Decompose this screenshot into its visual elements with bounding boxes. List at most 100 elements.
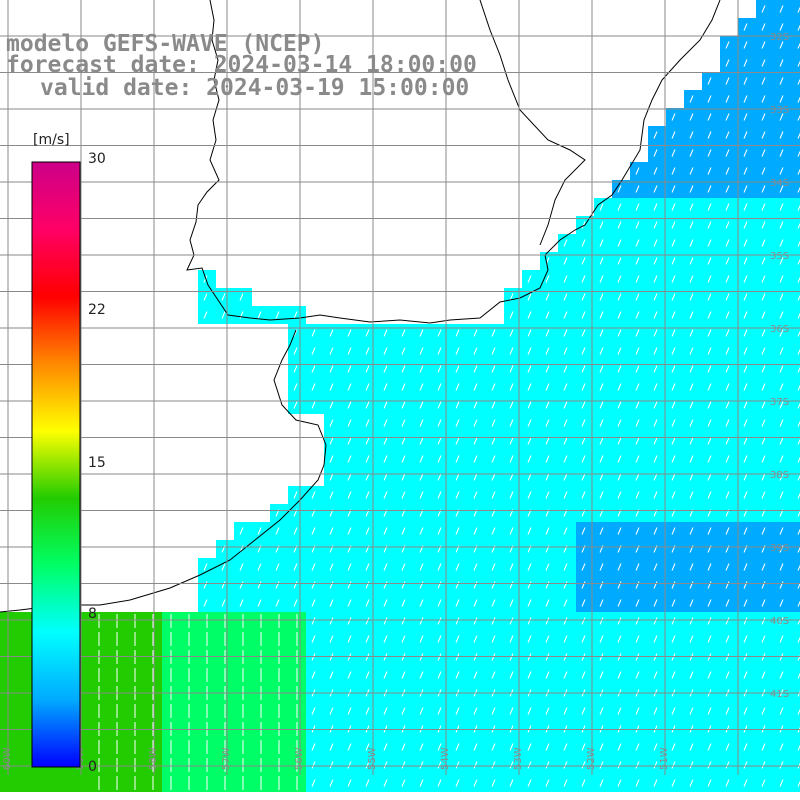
wind-arrow	[671, 455, 676, 463]
wind-cell	[540, 594, 558, 612]
wind-arrow	[617, 743, 622, 751]
wind-cell	[522, 414, 540, 432]
wind-arrow	[419, 383, 424, 391]
wind-cell	[792, 774, 800, 792]
wind-arrow	[725, 419, 730, 427]
wind-arrow	[707, 491, 712, 499]
wind-cell	[306, 576, 324, 594]
wind-arrow	[455, 419, 460, 427]
wind-arrow	[581, 239, 586, 247]
wind-arrow	[671, 221, 676, 229]
wind-cell	[540, 414, 558, 432]
wind-cell	[630, 702, 648, 720]
wind-arrow	[383, 329, 388, 337]
wind-cell	[522, 450, 540, 468]
wind-arrow	[617, 563, 622, 571]
wind-cell	[792, 216, 800, 234]
wind-arrow	[761, 59, 766, 67]
wind-arrow	[653, 743, 658, 751]
wind-arrow	[599, 707, 604, 715]
wind-cell	[342, 486, 360, 504]
wind-cell	[558, 360, 576, 378]
wind-cell	[630, 486, 648, 504]
wind-arrow	[545, 293, 550, 301]
wind-arrow	[491, 779, 496, 787]
wind-cell	[540, 468, 558, 486]
wind-arrow	[743, 293, 748, 301]
wind-cell	[792, 270, 800, 288]
wind-arrow	[725, 437, 730, 445]
wind-cell	[792, 630, 800, 648]
wind-cell	[630, 504, 648, 522]
wind-arrow	[635, 437, 640, 445]
wind-cell	[522, 558, 540, 576]
wind-cell	[756, 288, 774, 306]
wind-arrow	[527, 401, 532, 409]
wind-arrow	[509, 707, 514, 715]
wind-cell	[522, 468, 540, 486]
wind-cell	[432, 360, 450, 378]
wind-arrow	[329, 401, 334, 409]
wind-cell	[288, 504, 306, 522]
wind-arrow	[347, 599, 352, 607]
wind-arrow	[455, 779, 460, 787]
wind-cell	[486, 486, 504, 504]
wind-cell	[342, 576, 360, 594]
wind-cell	[756, 558, 774, 576]
wind-cell	[774, 0, 792, 18]
wind-arrow	[707, 221, 712, 229]
wind-arrow	[581, 473, 586, 481]
wind-arrow	[527, 347, 532, 355]
wind-arrow	[653, 527, 658, 535]
wind-arrow	[383, 563, 388, 571]
wind-cell	[648, 252, 666, 270]
wind-arrow	[725, 581, 730, 589]
wind-cell	[684, 90, 702, 108]
wind-cell	[792, 522, 800, 540]
wind-cell	[648, 306, 666, 324]
wind-cell	[522, 540, 540, 558]
wind-cell	[702, 234, 720, 252]
wind-arrow	[365, 761, 370, 769]
wind-arrow	[509, 293, 514, 301]
latitude-label: 39S	[770, 543, 789, 554]
wind-cell	[720, 180, 738, 198]
wind-arrow	[365, 617, 370, 625]
wind-cell	[720, 396, 738, 414]
wind-cell	[486, 774, 504, 792]
wind-arrow	[473, 635, 478, 643]
wind-cell	[792, 72, 800, 90]
wind-cell	[684, 594, 702, 612]
wind-arrow	[383, 527, 388, 535]
wind-cell	[738, 216, 756, 234]
wind-arrow	[725, 401, 730, 409]
wind-arrow	[203, 599, 208, 607]
wind-arrow	[491, 491, 496, 499]
wind-cell	[450, 504, 468, 522]
wind-cell	[396, 558, 414, 576]
wind-cell	[522, 576, 540, 594]
wind-cell	[504, 774, 522, 792]
wind-cell	[540, 396, 558, 414]
wind-arrow	[473, 347, 478, 355]
wind-cell	[648, 288, 666, 306]
wind-cell	[774, 432, 792, 450]
longitude-label: 60W	[2, 747, 13, 770]
wind-cell	[432, 432, 450, 450]
wind-arrow	[419, 635, 424, 643]
wind-arrow	[689, 473, 694, 481]
wind-cell	[558, 414, 576, 432]
wind-arrow	[455, 329, 460, 337]
wind-arrow	[545, 383, 550, 391]
wind-arrow	[617, 581, 622, 589]
wind-cell	[252, 576, 270, 594]
wind-cell	[648, 558, 666, 576]
wind-cell	[738, 504, 756, 522]
wind-cell	[648, 162, 666, 180]
wind-arrow	[743, 41, 748, 49]
wind-cell	[324, 666, 342, 684]
wind-arrow	[635, 347, 640, 355]
wind-cell	[720, 774, 738, 792]
wind-cell	[558, 486, 576, 504]
wind-cell	[288, 540, 306, 558]
